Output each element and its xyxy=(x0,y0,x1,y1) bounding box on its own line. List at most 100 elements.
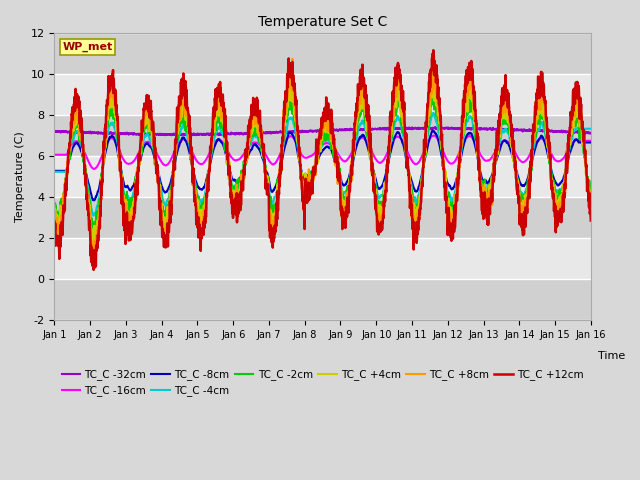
TC_C +8cm xyxy=(90,257,97,263)
TC_C -8cm xyxy=(429,128,437,133)
TC_C -32cm xyxy=(587,130,595,136)
TC_C -2cm xyxy=(90,231,98,237)
TC_C -32cm xyxy=(200,131,208,137)
Line: TC_C -8cm: TC_C -8cm xyxy=(54,131,591,200)
TC_C +4cm xyxy=(51,203,58,208)
TC_C +12cm xyxy=(350,145,358,151)
TC_C -16cm xyxy=(429,132,437,138)
TC_C +12cm xyxy=(200,216,208,222)
TC_C -8cm xyxy=(479,177,486,183)
TC_C -4cm xyxy=(479,185,486,191)
TC_C -16cm xyxy=(350,145,358,151)
TC_C +8cm xyxy=(200,205,208,211)
Line: TC_C +12cm: TC_C +12cm xyxy=(54,50,591,270)
TC_C +12cm xyxy=(90,267,97,273)
TC_C -32cm xyxy=(431,124,439,130)
Bar xyxy=(54,156,591,197)
TC_C +8cm xyxy=(339,218,346,224)
TC_C -16cm xyxy=(540,137,548,143)
TC_C -2cm xyxy=(429,86,436,92)
TC_C -2cm xyxy=(350,150,358,156)
TC_C +8cm xyxy=(479,212,486,217)
TC_C +12cm xyxy=(429,48,437,53)
TC_C -16cm xyxy=(51,152,58,157)
TC_C +8cm xyxy=(555,212,563,217)
TC_C -4cm xyxy=(90,213,97,218)
TC_C +12cm xyxy=(540,83,548,88)
TC_C +4cm xyxy=(479,195,486,201)
Line: TC_C -2cm: TC_C -2cm xyxy=(54,89,591,234)
TC_C +8cm xyxy=(540,93,548,98)
TC_C -2cm xyxy=(555,198,563,204)
TC_C +4cm xyxy=(540,96,548,102)
TC_C +4cm xyxy=(350,153,358,159)
TC_C -4cm xyxy=(429,110,437,116)
TC_C +4cm xyxy=(339,196,346,202)
TC_C +4cm xyxy=(200,203,208,208)
TC_C -2cm xyxy=(587,197,595,203)
TC_C +4cm xyxy=(587,200,595,206)
TC_C -8cm xyxy=(339,180,346,186)
Bar xyxy=(54,115,591,156)
TC_C -32cm xyxy=(188,132,196,138)
TC_C -32cm xyxy=(51,128,58,134)
TC_C +8cm xyxy=(350,139,358,145)
TC_C -32cm xyxy=(350,127,358,132)
TC_C -8cm xyxy=(90,197,98,203)
TC_C -2cm xyxy=(339,194,346,200)
TC_C -16cm xyxy=(479,155,486,161)
TC_C +12cm xyxy=(51,218,58,224)
TC_C -16cm xyxy=(339,157,346,163)
TC_C -4cm xyxy=(587,126,595,132)
TC_C -8cm xyxy=(350,155,358,161)
TC_C +8cm xyxy=(289,56,296,62)
Bar xyxy=(54,74,591,115)
TC_C +12cm xyxy=(339,205,346,211)
TC_C -16cm xyxy=(200,160,208,166)
TC_C -2cm xyxy=(200,196,208,202)
TC_C -4cm xyxy=(51,169,58,175)
Bar xyxy=(54,33,591,74)
Title: Temperature Set C: Temperature Set C xyxy=(258,15,387,29)
TC_C +8cm xyxy=(51,216,58,221)
Bar xyxy=(54,238,591,279)
TC_C +12cm xyxy=(479,212,486,217)
Bar xyxy=(54,197,591,238)
TC_C -32cm xyxy=(339,127,346,133)
Line: TC_C -16cm: TC_C -16cm xyxy=(54,135,591,169)
Line: TC_C -4cm: TC_C -4cm xyxy=(54,113,591,216)
TC_C +4cm xyxy=(429,75,437,81)
TC_C -32cm xyxy=(479,126,486,132)
TC_C -4cm xyxy=(555,190,563,196)
Y-axis label: Temperature (C): Temperature (C) xyxy=(15,131,25,222)
TC_C -8cm xyxy=(51,168,58,174)
Text: WP_met: WP_met xyxy=(63,42,113,52)
TC_C -2cm xyxy=(540,109,548,115)
Line: TC_C +4cm: TC_C +4cm xyxy=(54,78,591,248)
TC_C -4cm xyxy=(350,151,358,156)
TC_C -16cm xyxy=(587,138,595,144)
Line: TC_C +8cm: TC_C +8cm xyxy=(54,59,591,260)
TC_C -32cm xyxy=(555,129,563,134)
TC_C -16cm xyxy=(555,158,563,164)
TC_C +8cm xyxy=(587,212,595,217)
TC_C -4cm xyxy=(540,126,548,132)
TC_C -8cm xyxy=(540,137,548,143)
TC_C -8cm xyxy=(200,184,208,190)
TC_C -4cm xyxy=(200,195,208,201)
TC_C -4cm xyxy=(339,189,346,194)
TC_C -2cm xyxy=(479,195,486,201)
TC_C -2cm xyxy=(51,200,58,205)
TC_C +4cm xyxy=(92,245,100,251)
Bar xyxy=(54,279,591,320)
Text: Time: Time xyxy=(598,351,625,361)
Line: TC_C -32cm: TC_C -32cm xyxy=(54,127,591,135)
TC_C -8cm xyxy=(555,182,563,188)
TC_C -16cm xyxy=(90,166,98,172)
Legend: TC_C -32cm, TC_C -16cm, TC_C -8cm, TC_C -4cm, TC_C -2cm, TC_C +4cm, TC_C +8cm, T: TC_C -32cm, TC_C -16cm, TC_C -8cm, TC_C … xyxy=(58,365,588,401)
TC_C +4cm xyxy=(555,204,563,210)
TC_C -8cm xyxy=(587,140,595,145)
TC_C -32cm xyxy=(540,128,548,133)
TC_C +12cm xyxy=(587,217,595,223)
TC_C +12cm xyxy=(555,214,563,220)
